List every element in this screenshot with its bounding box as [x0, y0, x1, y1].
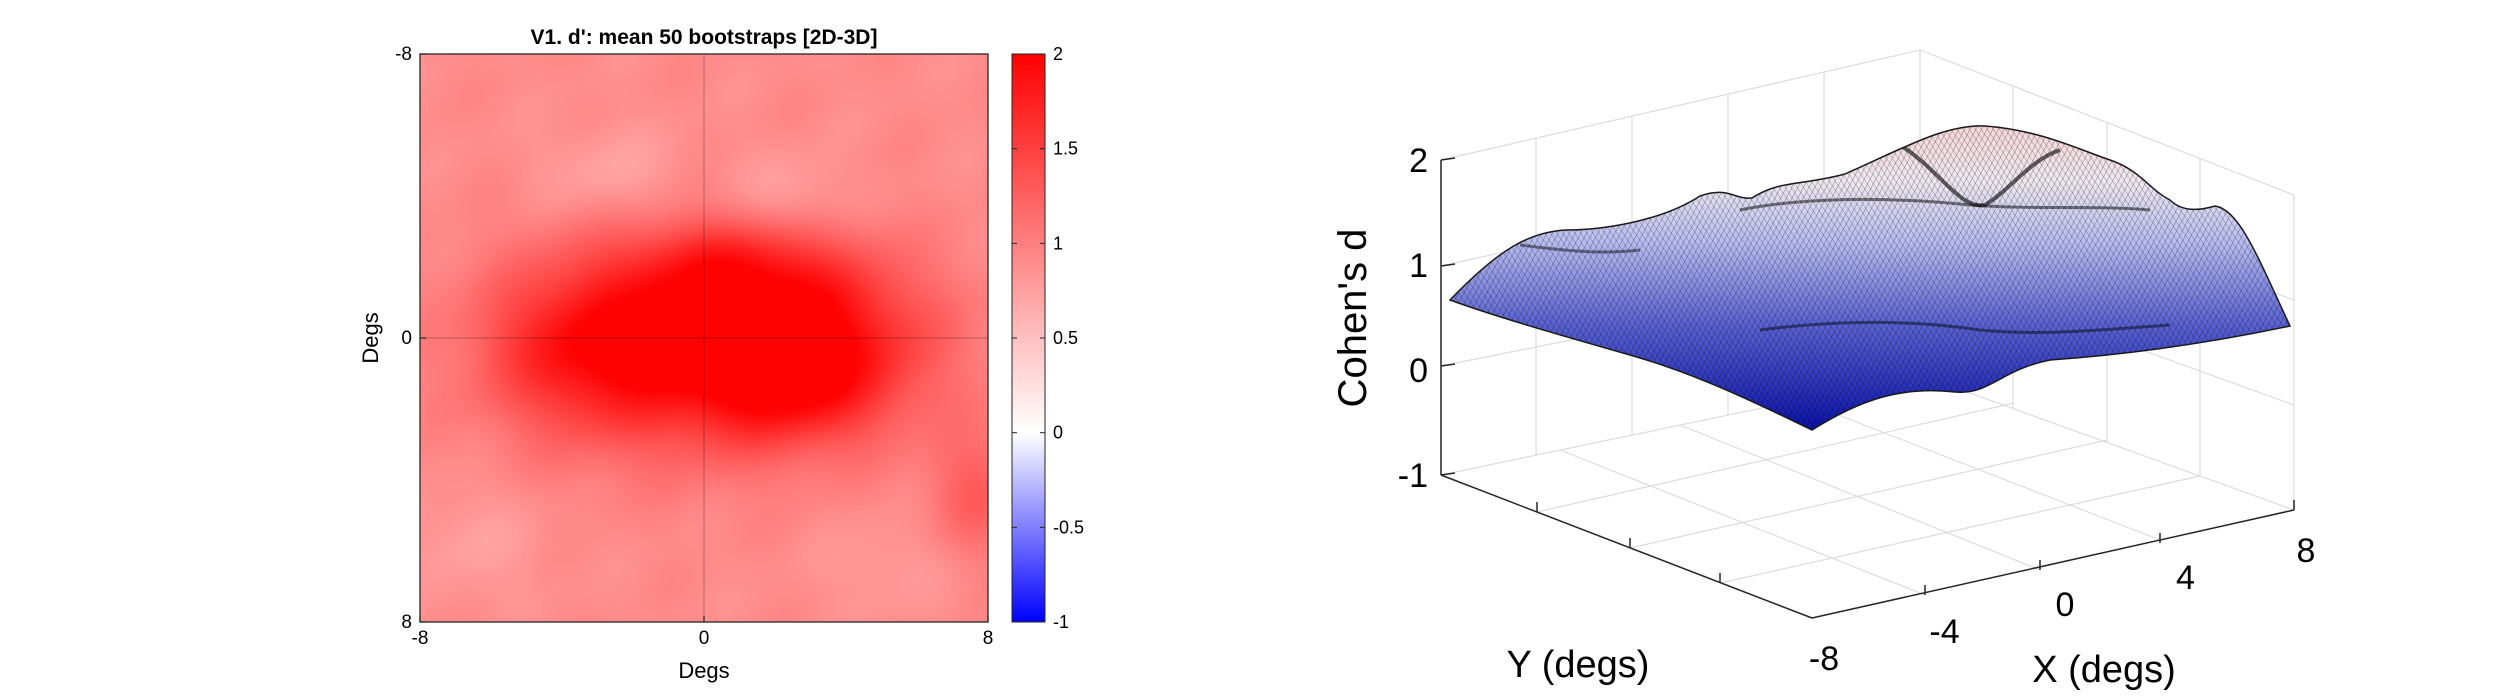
surface-z-tick-label: 2 — [1409, 142, 1428, 180]
surface-panel: 2 1 0 -1 -8 -4 0 4 8 Cohen's d Y (degs) X (degs… — [1331, 49, 2316, 691]
heatmap-x-tick-label: 0 — [699, 628, 710, 649]
colorbar-ticks: 2 1.5 1 0.5 0 -0.5 -1 — [1012, 44, 1084, 632]
colorbar-tick-label: 2 — [1053, 44, 1063, 64]
surface-z-label: Cohen's d — [1331, 229, 1375, 408]
surface-axes — [1440, 157, 2295, 619]
heatmap-title: V1. d': mean 50 bootstraps [2D-3D] — [531, 26, 878, 49]
surface-y-label: Y (degs) — [1507, 644, 1650, 686]
heatmap-field — [420, 54, 988, 622]
colorbar-tick-label: 0 — [1053, 423, 1063, 443]
surface-z-tick-label: 0 — [1409, 352, 1428, 390]
heatmap-x-axis: -8 0 8 — [412, 616, 994, 649]
heatmap-y-tick-label: 0 — [401, 328, 412, 349]
surface-x-label: X (degs) — [2032, 649, 2176, 691]
surface-x-tick-label: 4 — [2176, 559, 2195, 597]
heatmap-y-tick-label: -8 — [395, 44, 412, 65]
surface-x-axis: -8 -4 0 4 8 — [1809, 532, 2316, 678]
surface-x-tick-label: -4 — [1929, 613, 1959, 651]
colorbar-tick-label: 0.5 — [1053, 328, 1078, 348]
heatmap-y-label: Degs — [358, 312, 383, 363]
surface-z-axis: 2 1 0 -1 — [1398, 142, 1428, 495]
colorbar-tick-label: 1.5 — [1053, 139, 1078, 159]
heatmap-x-label: Degs — [678, 658, 729, 683]
heatmap-x-tick-label: 8 — [983, 628, 994, 649]
colorbar-tick-label: -0.5 — [1053, 517, 1084, 537]
surface-z-tick-label: -1 — [1398, 457, 1428, 495]
colorbar-tick-label: 1 — [1053, 233, 1063, 253]
surface-mesh — [1448, 125, 2292, 431]
surface-x-tick-label: 8 — [2297, 532, 2316, 570]
colorbar-tick-label: -1 — [1053, 612, 1069, 632]
surface-x-tick-label: 0 — [2056, 586, 2075, 624]
surface-x-tick-label: -8 — [1809, 640, 1839, 678]
heatmap-panel: V1. d': mean 50 bootstraps [2D-3D] -8 0 8 … — [358, 26, 1084, 683]
heatmap-x-tick-label: -8 — [412, 628, 429, 649]
surface-z-tick-label: 1 — [1409, 247, 1428, 285]
heatmap-y-tick-label: 8 — [401, 612, 412, 633]
heatmap-y-axis: -8 0 8 — [395, 44, 426, 633]
